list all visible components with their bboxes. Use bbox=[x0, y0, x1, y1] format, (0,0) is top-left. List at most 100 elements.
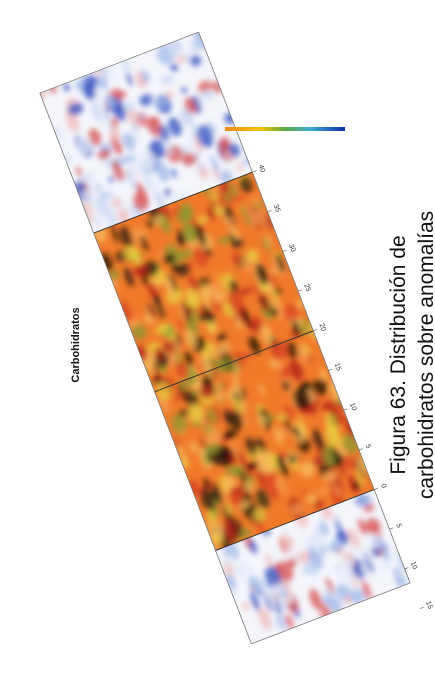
texture-blob bbox=[285, 342, 299, 359]
texture-blob bbox=[265, 585, 276, 607]
texture-blob bbox=[165, 90, 174, 98]
texture-blob bbox=[218, 357, 231, 372]
texture-blob bbox=[327, 540, 344, 553]
texture-blob bbox=[264, 592, 273, 613]
tick-mark bbox=[282, 249, 287, 252]
tick-mark bbox=[389, 527, 394, 530]
texture-blob bbox=[231, 364, 238, 376]
texture-blob bbox=[255, 467, 266, 490]
texture-blob bbox=[379, 540, 390, 562]
texture-blob bbox=[333, 482, 341, 498]
texture-blob bbox=[365, 518, 381, 535]
texture-blob bbox=[185, 329, 197, 349]
texture-blob bbox=[189, 441, 198, 453]
texture-blob bbox=[232, 441, 239, 456]
texture-blob bbox=[228, 452, 236, 467]
texture-blob bbox=[135, 71, 146, 89]
texture-blob bbox=[282, 533, 293, 552]
texture-blob bbox=[154, 347, 164, 362]
texture-blob bbox=[297, 344, 309, 364]
tick-mark bbox=[297, 289, 302, 292]
texture-blob bbox=[241, 205, 251, 227]
texture-blob bbox=[191, 383, 200, 392]
texture-blob bbox=[228, 182, 238, 199]
texture-blob bbox=[177, 249, 193, 260]
texture-blob bbox=[219, 488, 228, 505]
texture-blob bbox=[127, 160, 143, 171]
tick-mark bbox=[252, 170, 257, 173]
texture-blob bbox=[298, 526, 307, 546]
texture-blob bbox=[188, 275, 198, 293]
texture-blob bbox=[193, 245, 208, 268]
tick-mark bbox=[404, 567, 409, 570]
tick-mark bbox=[313, 329, 318, 332]
texture-blob bbox=[204, 442, 220, 455]
texture-blob bbox=[248, 209, 261, 227]
texture-blob bbox=[299, 461, 315, 478]
texture-blob bbox=[361, 580, 372, 600]
texture-blob bbox=[258, 382, 266, 397]
texture-blob bbox=[248, 336, 261, 355]
texture-blob bbox=[234, 193, 244, 201]
texture-blob bbox=[256, 456, 265, 473]
texture-blob bbox=[241, 305, 252, 329]
texture-blob bbox=[260, 324, 273, 345]
texture-blob bbox=[138, 112, 144, 121]
texture-blob bbox=[343, 455, 355, 470]
texture-blob bbox=[200, 488, 215, 511]
texture-blob bbox=[128, 109, 140, 129]
texture-blob bbox=[262, 237, 270, 252]
texture-blob bbox=[105, 93, 116, 109]
texture-blob bbox=[177, 409, 191, 417]
texture-blob bbox=[356, 468, 365, 487]
texture-blob bbox=[175, 263, 191, 277]
texture-blob bbox=[147, 116, 162, 136]
tick-mark bbox=[267, 210, 272, 213]
texture-blob bbox=[229, 232, 238, 250]
texture-blob bbox=[245, 468, 253, 478]
texture-blob bbox=[133, 263, 148, 277]
texture-blob bbox=[306, 559, 318, 577]
texture-blob bbox=[176, 55, 186, 63]
texture-blob bbox=[110, 225, 119, 243]
tick-label: 25 bbox=[302, 283, 311, 293]
texture-blob bbox=[165, 139, 174, 156]
texture-blob bbox=[170, 168, 177, 178]
texture-blob bbox=[225, 503, 233, 515]
texture-blob bbox=[141, 69, 150, 83]
texture-blob bbox=[220, 136, 230, 148]
texture-blob bbox=[111, 160, 124, 181]
texture-blob bbox=[67, 102, 84, 116]
texture-blob bbox=[114, 105, 127, 121]
tick-label: 30 bbox=[287, 243, 296, 253]
texture-blob bbox=[105, 200, 116, 214]
texture-blob bbox=[167, 117, 183, 137]
color-bar bbox=[225, 127, 345, 131]
tick-mark bbox=[328, 368, 333, 371]
texture-blob bbox=[330, 446, 341, 466]
texture-blob bbox=[258, 607, 272, 630]
texture-blob bbox=[283, 303, 300, 321]
texture-blob bbox=[339, 464, 346, 476]
texture-blob bbox=[365, 531, 380, 541]
texture-blob bbox=[196, 125, 213, 148]
texture-blob bbox=[223, 192, 231, 204]
texture-blob bbox=[89, 208, 104, 223]
texture-blob bbox=[258, 208, 268, 230]
texture-blob bbox=[308, 546, 318, 563]
texture-blob bbox=[197, 314, 204, 322]
texture-blob bbox=[331, 511, 342, 520]
texture-blob bbox=[155, 181, 164, 188]
texture-blob bbox=[342, 433, 358, 455]
texture-blob bbox=[223, 428, 238, 440]
texture-blob bbox=[293, 550, 301, 567]
texture-blob bbox=[63, 83, 71, 92]
texture-blob bbox=[363, 550, 374, 573]
texture-blob bbox=[248, 575, 260, 594]
texture-blob bbox=[206, 282, 221, 298]
texture-blob bbox=[285, 527, 291, 536]
texture-blob bbox=[213, 405, 222, 423]
texture-blob bbox=[228, 487, 242, 508]
